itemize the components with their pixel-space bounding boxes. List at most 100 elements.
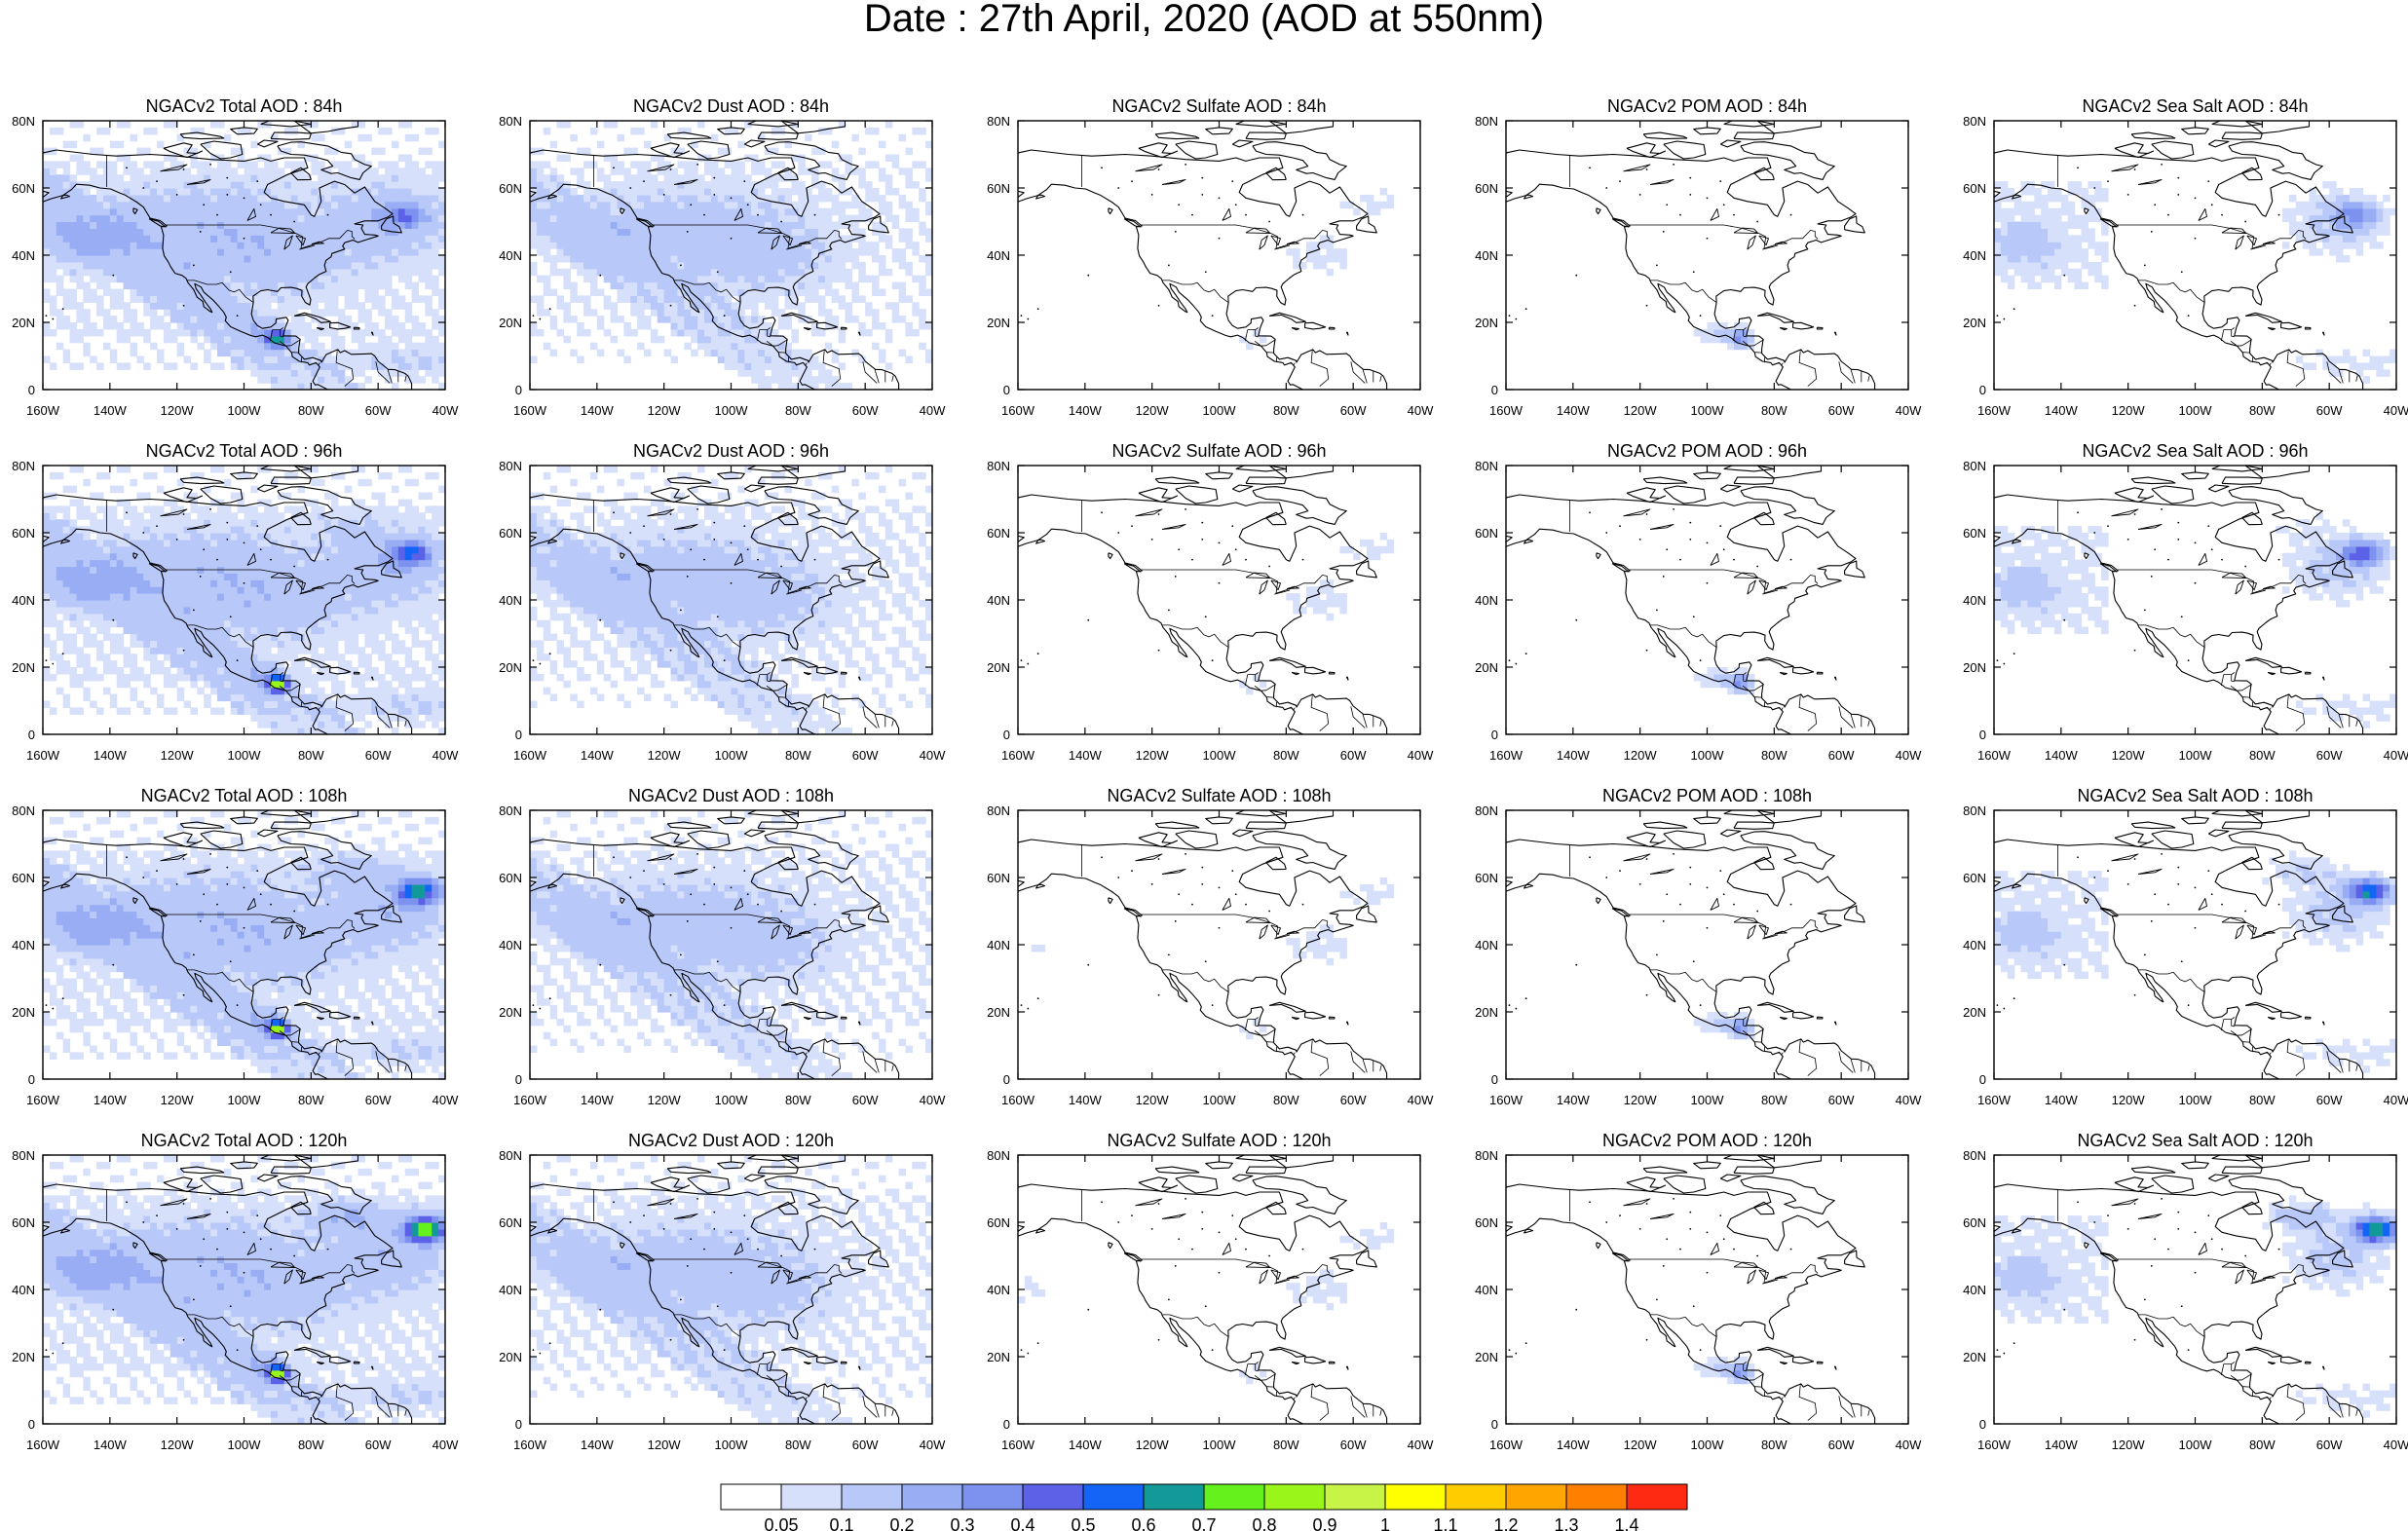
aod-cell bbox=[912, 161, 920, 168]
aod-cell bbox=[2041, 201, 2049, 209]
aod-cell bbox=[311, 316, 319, 323]
aod-cell bbox=[771, 376, 779, 384]
aod-cell bbox=[123, 261, 132, 270]
aod-cell bbox=[637, 309, 645, 317]
lake-outline bbox=[1774, 241, 1787, 245]
aod-cell bbox=[297, 261, 306, 270]
aod-cell bbox=[169, 586, 178, 594]
aod-cell bbox=[817, 275, 826, 283]
aod-cell bbox=[109, 268, 118, 277]
aod-cell bbox=[817, 228, 826, 236]
aod-cell bbox=[290, 127, 299, 135]
aod-cell bbox=[210, 673, 218, 682]
coastline-island bbox=[329, 321, 352, 330]
aod-cell bbox=[244, 188, 251, 196]
aod-cell bbox=[330, 275, 339, 283]
aod-cell bbox=[919, 316, 926, 323]
aod-cell bbox=[684, 174, 692, 182]
aod-cell bbox=[351, 362, 359, 370]
small-island bbox=[1666, 204, 1669, 206]
aod-cell bbox=[650, 174, 658, 182]
aod-cell bbox=[391, 207, 399, 216]
aod-cell bbox=[223, 214, 232, 223]
aod-cell bbox=[411, 268, 420, 277]
aod-cell bbox=[102, 559, 111, 568]
aod-cell bbox=[244, 214, 251, 223]
small-island bbox=[2194, 197, 2197, 200]
aod-cell bbox=[210, 667, 218, 675]
aod-cell bbox=[49, 221, 57, 229]
aod-cell bbox=[283, 275, 292, 283]
aod-cell bbox=[244, 700, 251, 708]
aod-cell bbox=[1293, 261, 1300, 270]
lon-tick-label: 100W bbox=[715, 403, 749, 418]
aod-cell bbox=[96, 673, 104, 682]
aod-cell bbox=[1252, 328, 1260, 337]
aod-cell bbox=[805, 228, 812, 236]
aod-cell bbox=[411, 188, 420, 196]
aod-cell bbox=[731, 316, 738, 323]
aod-cell bbox=[271, 161, 279, 168]
aod-cell bbox=[697, 295, 705, 303]
aod-cell bbox=[2322, 235, 2330, 243]
aod-cell bbox=[798, 188, 806, 196]
aod-cell bbox=[650, 275, 658, 283]
small-island bbox=[716, 271, 719, 274]
aod-cell bbox=[378, 261, 386, 270]
aod-cell bbox=[2101, 242, 2109, 249]
aod-cell bbox=[2349, 362, 2357, 370]
aod-cell bbox=[650, 201, 658, 209]
aod-cell bbox=[858, 322, 866, 330]
aod-cell bbox=[69, 573, 78, 580]
aod-cell bbox=[563, 268, 571, 277]
aod-cell bbox=[197, 194, 205, 203]
aod-cell bbox=[150, 275, 158, 283]
aod-cell bbox=[216, 174, 225, 182]
aod-cell bbox=[109, 485, 118, 494]
aod-cell bbox=[123, 188, 132, 196]
aod-cell bbox=[385, 268, 393, 277]
aod-cell bbox=[290, 261, 299, 270]
aod-cell bbox=[2389, 355, 2396, 363]
small-island bbox=[52, 317, 55, 320]
aod-cell bbox=[271, 248, 279, 256]
aod-cell bbox=[777, 228, 786, 236]
aod-cell bbox=[2322, 242, 2330, 249]
aod-cell bbox=[204, 328, 211, 337]
aod-cell bbox=[397, 194, 406, 203]
small-island bbox=[1036, 308, 1039, 311]
coastline-island bbox=[757, 131, 799, 140]
aod-cell bbox=[237, 640, 245, 648]
aod-cell bbox=[2349, 355, 2357, 363]
aod-cell bbox=[589, 248, 598, 256]
aod-cell bbox=[737, 355, 745, 363]
aod-cell bbox=[838, 181, 847, 189]
aod-cell bbox=[737, 194, 745, 203]
aod-cell bbox=[223, 539, 232, 547]
aod-cell bbox=[2088, 235, 2095, 243]
aod-cell bbox=[391, 288, 399, 296]
aod-cell bbox=[657, 295, 665, 303]
aod-cell bbox=[150, 181, 158, 189]
aod-cell bbox=[357, 228, 365, 236]
aod-cell bbox=[90, 606, 97, 615]
aod-cell bbox=[2027, 281, 2035, 290]
aod-cell bbox=[703, 194, 712, 203]
aod-cell bbox=[223, 248, 232, 256]
aod-cell bbox=[96, 275, 104, 283]
coastline-island bbox=[1753, 167, 1775, 181]
lat-tick-label: 0 bbox=[28, 383, 35, 397]
aod-cell bbox=[2060, 221, 2069, 229]
aod-cell bbox=[169, 653, 178, 661]
coastline-layer bbox=[43, 121, 413, 390]
aod-cell bbox=[318, 207, 325, 216]
aod-cell bbox=[817, 161, 826, 168]
aod-cell bbox=[190, 633, 198, 641]
aod-cell bbox=[364, 228, 372, 236]
aod-cell bbox=[204, 288, 211, 296]
aod-cell bbox=[96, 362, 104, 370]
aod-cell bbox=[49, 640, 57, 648]
aod-cell bbox=[56, 242, 64, 249]
aod-cell bbox=[617, 316, 624, 323]
aod-cell bbox=[851, 295, 859, 303]
